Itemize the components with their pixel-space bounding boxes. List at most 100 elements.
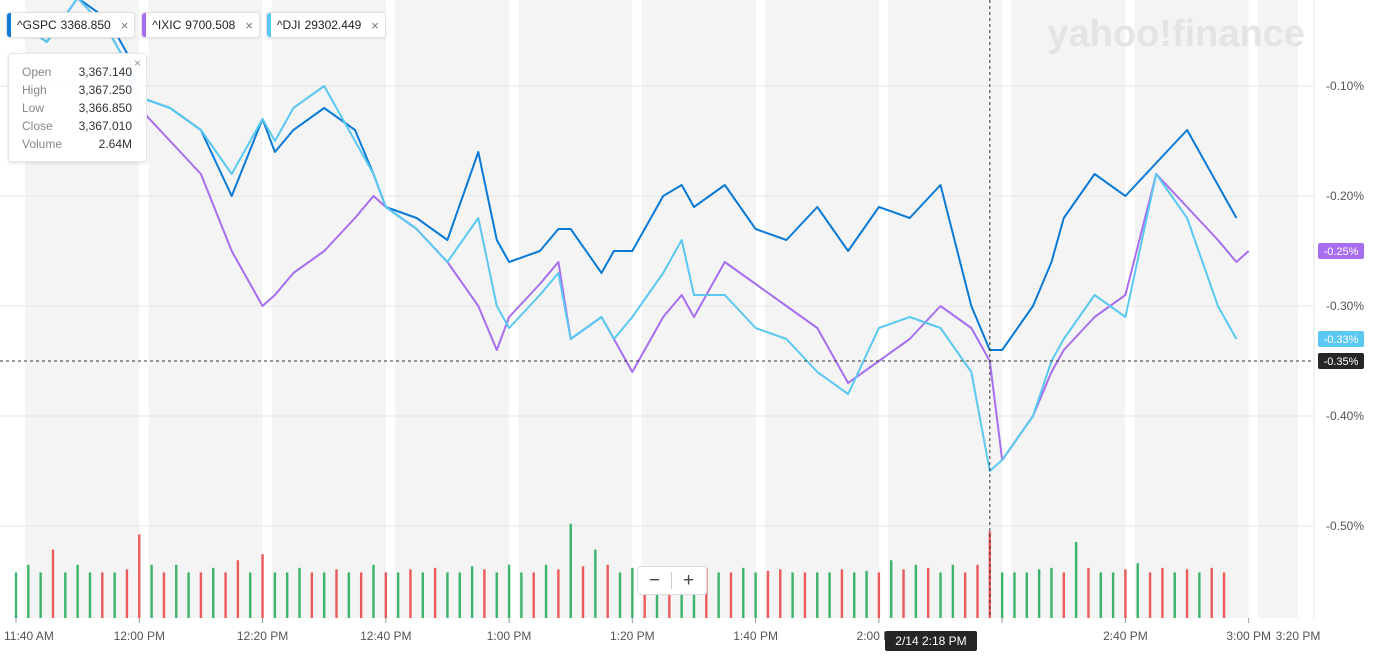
last-value-tags: -0.25% -0.33% -0.35% [1318, 243, 1364, 369]
volume-bar [729, 572, 733, 618]
tooltip-row-low: Low 3,366.850 [22, 101, 132, 115]
tooltip-row-close: Close 3,367.010 [22, 119, 132, 133]
tooltip-label: Low [22, 101, 45, 115]
zoom-out-button[interactable]: − [648, 570, 661, 591]
volume-bar [396, 572, 400, 618]
chip-value: 9700.508 [185, 18, 236, 32]
last-value-tag-dji-bg [1318, 331, 1364, 347]
volume-bar [914, 564, 918, 618]
chip-symbol: ^IXIC [152, 18, 182, 32]
volume-bar [384, 572, 388, 618]
volume-bar [594, 549, 597, 618]
volume-bar [816, 572, 819, 618]
volume-bar [261, 554, 264, 618]
volume-bar [421, 572, 424, 618]
volume-bar [926, 567, 930, 618]
x-tick-label: 3:00 PM [1226, 629, 1271, 643]
volume-bar [606, 564, 609, 618]
tooltip-label: Volume [22, 137, 63, 151]
volume-bar [483, 569, 486, 618]
volume-bar [125, 569, 129, 618]
volume-bar [877, 572, 881, 618]
volume-bar [717, 572, 720, 618]
close-icon[interactable]: × [371, 17, 379, 33]
zoom-in-button[interactable]: + [682, 570, 695, 591]
volume-bar [742, 567, 745, 618]
volume-bar [372, 564, 375, 618]
volume-bar [865, 570, 868, 618]
crosshair-value-tag-bg [1318, 353, 1364, 369]
legend-chip-ixic[interactable]: ^IXIC 9700.508 × [141, 12, 260, 38]
volume-bar [890, 560, 893, 618]
volume-bar [1025, 572, 1029, 618]
x-tick-label: 11:40 AM [4, 629, 54, 643]
tooltip-label: Close [22, 119, 53, 133]
volume-bar [668, 572, 671, 618]
volume-bar [322, 572, 326, 618]
time-band [148, 0, 263, 618]
tooltip-value: 3,367.010 [78, 119, 132, 133]
volume-bar [51, 549, 55, 618]
y-axis: -0.10% -0.20% -0.30% -0.40% -0.50% [1326, 79, 1364, 533]
volume-bar [791, 572, 794, 618]
volume-bar [779, 569, 782, 618]
volume-bar [76, 564, 79, 618]
close-icon[interactable]: × [245, 17, 253, 33]
volume-bar [618, 572, 622, 618]
x-axis: 11:40 AM 12:00 PM 12:20 PM 12:40 PM 1:00 PM 1… [4, 618, 1320, 643]
tooltip-row-high: High 3,367.250 [22, 83, 132, 97]
tooltip-value: 2.64M [98, 137, 132, 151]
volume-bar [1210, 567, 1213, 618]
volume-bar [951, 564, 955, 618]
ohlc-tooltip: × Open 3,367.140 High 3,367.250 Low 3,36… [8, 53, 147, 162]
volume-bar [680, 572, 683, 618]
volume-bar [433, 567, 437, 618]
series-color-bar [7, 13, 11, 37]
volume-bar [939, 572, 942, 618]
tooltip-label: Open [22, 65, 52, 79]
volume-bar [1111, 572, 1115, 618]
volume-bar [766, 570, 770, 618]
volume-bar [1136, 563, 1139, 618]
volume-bar [212, 567, 215, 618]
volume-bar [1099, 572, 1102, 618]
time-band [1134, 0, 1249, 618]
series-lines [15, 0, 1250, 472]
chip-value: 29302.449 [304, 18, 362, 32]
x-tick-label: 1:20 PM [610, 629, 655, 643]
volume-bar [199, 572, 203, 618]
volume-bar [988, 531, 992, 618]
volume-bar [27, 564, 30, 618]
crosshair-time-label: 2/14 2:18 PM [885, 631, 977, 651]
legend-chip-dji[interactable]: ^DJI 29302.449 × [265, 12, 386, 38]
series-color-bar [142, 13, 147, 37]
x-tick-label: 12:00 PM [114, 629, 165, 643]
volume-bar [631, 567, 634, 618]
chip-symbol: ^GSPC [17, 18, 57, 32]
tooltip-row-volume: Volume 2.64M [22, 137, 132, 151]
tooltip-value: 3,366.850 [78, 101, 132, 115]
volume-bar [1148, 572, 1152, 618]
volume-bar [1185, 569, 1189, 618]
volume-bar [1161, 567, 1164, 618]
crosshair-value-tag: -0.35% [1324, 356, 1359, 368]
time-band [1257, 0, 1298, 618]
close-icon[interactable]: × [133, 56, 141, 70]
x-tick-label: 12:40 PM [360, 629, 411, 643]
tooltip-value: 3,367.140 [78, 65, 132, 79]
volume-bar [520, 572, 523, 618]
volume-bar [1000, 572, 1004, 618]
volume-bar [754, 572, 757, 618]
close-icon[interactable]: × [120, 17, 129, 33]
volume-bar [101, 572, 104, 618]
volume-bar [249, 572, 252, 618]
volume-bar [446, 572, 449, 618]
legend-chip-gspc[interactable]: ^GSPC 3368.850 × [6, 12, 136, 38]
volume-bar [963, 572, 967, 618]
volume-bar [1013, 572, 1016, 618]
volume-bar [853, 572, 856, 618]
volume-bar [162, 572, 166, 618]
volume-bar [409, 569, 412, 618]
chip-symbol: ^DJI [276, 18, 301, 32]
